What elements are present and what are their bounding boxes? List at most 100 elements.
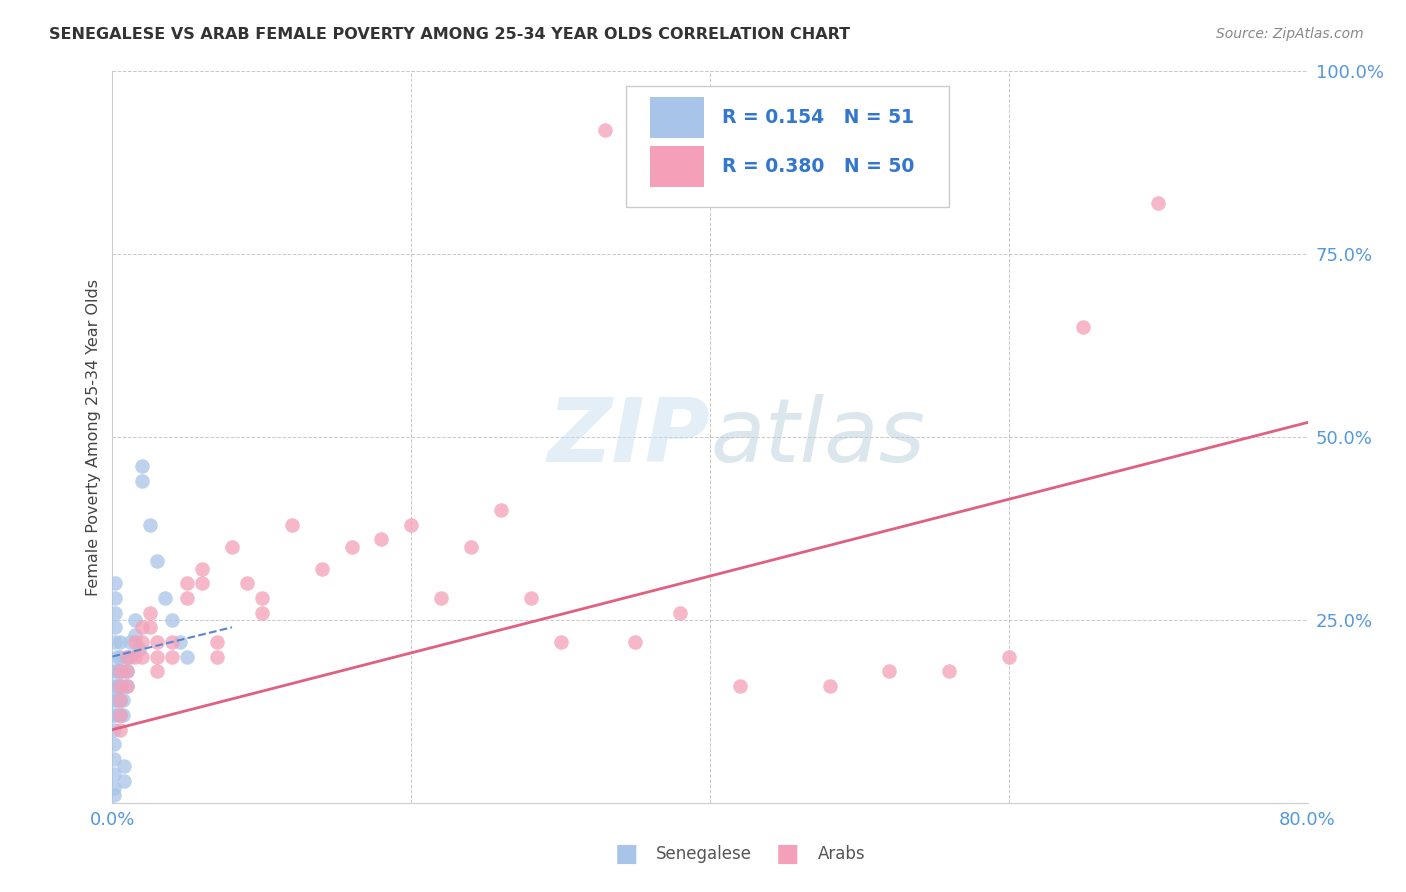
Point: [105, 679, 128, 693]
Point: [139, 620, 162, 634]
Point: [103, 723, 125, 737]
Point: [104, 606, 127, 620]
Point: [176, 576, 198, 591]
Point: [107, 679, 129, 693]
Point: [250, 591, 273, 605]
Point: [103, 664, 125, 678]
Text: Senegalese: Senegalese: [657, 845, 752, 863]
Point: [117, 649, 139, 664]
Point: [669, 606, 692, 620]
Point: [107, 664, 129, 678]
Point: [111, 708, 134, 723]
Point: [430, 591, 453, 605]
Text: ■: ■: [614, 842, 638, 866]
Point: [105, 708, 128, 723]
Point: [111, 664, 134, 678]
Point: [370, 533, 392, 547]
Point: [153, 591, 176, 605]
Point: [489, 503, 512, 517]
Point: [103, 708, 125, 723]
Point: [146, 664, 169, 678]
Point: [311, 562, 333, 576]
Point: [340, 540, 363, 554]
FancyBboxPatch shape: [651, 97, 704, 137]
Point: [108, 723, 131, 737]
Text: Arabs: Arabs: [818, 845, 865, 863]
Point: [124, 635, 146, 649]
Point: [169, 635, 191, 649]
Point: [108, 635, 131, 649]
Point: [108, 679, 131, 693]
Text: ZIP: ZIP: [547, 393, 710, 481]
Point: [108, 708, 131, 723]
Point: [938, 664, 960, 678]
Point: [879, 664, 901, 678]
Point: [205, 635, 228, 649]
Point: [108, 708, 131, 723]
Point: [107, 693, 129, 707]
Text: SENEGALESE VS ARAB FEMALE POVERTY AMONG 25-34 YEAR OLDS CORRELATION CHART: SENEGALESE VS ARAB FEMALE POVERTY AMONG …: [49, 27, 851, 42]
Point: [103, 752, 125, 766]
Point: [120, 635, 142, 649]
Point: [131, 635, 153, 649]
Point: [108, 649, 131, 664]
Point: [104, 591, 127, 605]
Text: Source: ZipAtlas.com: Source: ZipAtlas.com: [1216, 27, 1364, 41]
Point: [114, 759, 135, 773]
Point: [139, 606, 162, 620]
Point: [103, 679, 125, 693]
Point: [162, 635, 183, 649]
Point: [728, 679, 751, 693]
Point: [205, 649, 228, 664]
Point: [108, 664, 131, 678]
Point: [128, 642, 150, 657]
Point: [117, 679, 139, 693]
Point: [139, 517, 162, 532]
Point: [221, 540, 243, 554]
Point: [117, 649, 139, 664]
Point: [114, 773, 135, 788]
Text: atlas: atlas: [710, 394, 925, 480]
Point: [117, 664, 139, 678]
Point: [108, 664, 131, 678]
Point: [105, 649, 128, 664]
Point: [176, 591, 198, 605]
Point: [146, 635, 169, 649]
Point: [124, 649, 146, 664]
Point: [191, 576, 214, 591]
Point: [176, 649, 198, 664]
Point: [124, 627, 146, 641]
Point: [146, 554, 169, 568]
Point: [131, 459, 153, 474]
Point: [103, 737, 125, 751]
Point: [111, 693, 134, 707]
Text: R = 0.380   N = 50: R = 0.380 N = 50: [723, 157, 914, 176]
Point: [131, 474, 153, 488]
Point: [1073, 320, 1095, 334]
Point: [236, 576, 259, 591]
Point: [131, 620, 153, 634]
Point: [103, 766, 125, 780]
Point: [105, 693, 128, 707]
Point: [998, 649, 1021, 664]
Point: [1147, 196, 1170, 211]
Point: [108, 693, 131, 707]
FancyBboxPatch shape: [627, 86, 949, 207]
Text: R = 0.154   N = 51: R = 0.154 N = 51: [723, 108, 914, 127]
Point: [117, 664, 139, 678]
Point: [818, 679, 841, 693]
Point: [103, 789, 125, 803]
Point: [250, 606, 273, 620]
Text: ■: ■: [776, 842, 800, 866]
Point: [105, 664, 128, 678]
Point: [120, 649, 142, 664]
Point: [401, 517, 423, 532]
Point: [550, 635, 572, 649]
Point: [124, 613, 146, 627]
Point: [103, 693, 125, 707]
Point: [191, 562, 214, 576]
Point: [595, 123, 617, 137]
Point: [460, 540, 482, 554]
Y-axis label: Female Poverty Among 25-34 Year Olds: Female Poverty Among 25-34 Year Olds: [86, 278, 101, 596]
FancyBboxPatch shape: [651, 146, 704, 186]
